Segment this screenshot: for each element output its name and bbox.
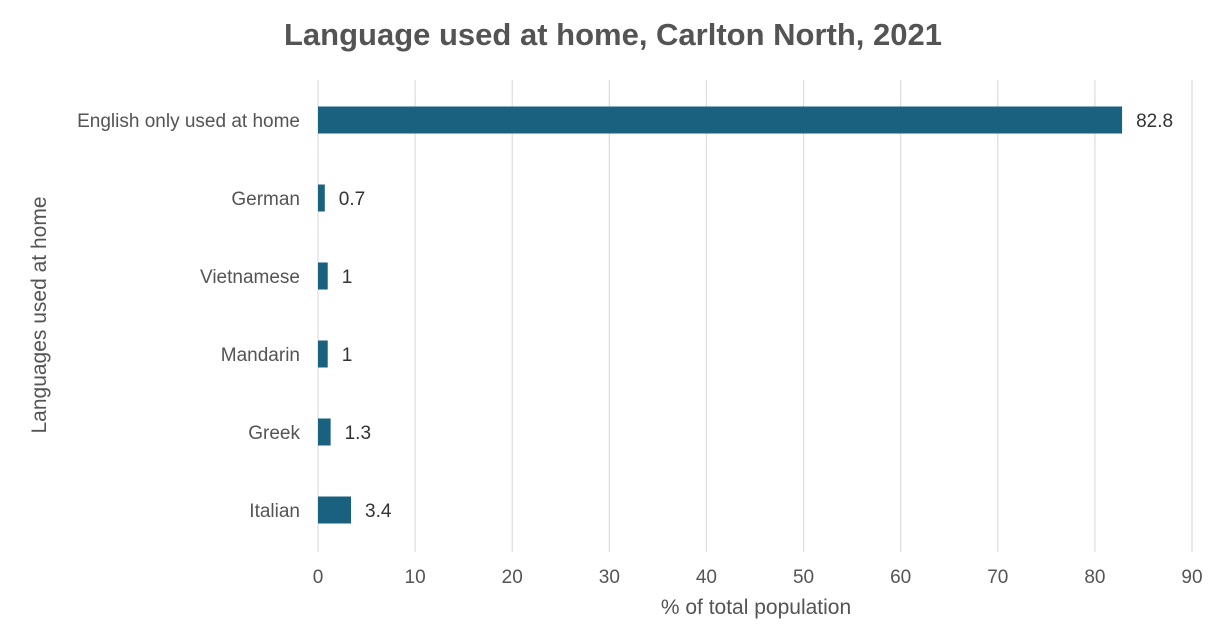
y-axis-title: Languages used at home [28,196,51,433]
x-tick-label: 10 [405,567,426,588]
x-tick-label: 40 [696,567,717,588]
x-tick-label: 20 [502,567,523,588]
category-label: Mandarin [221,345,300,366]
data-label: 1 [342,267,353,288]
bar [318,418,331,446]
data-label: 3.4 [365,501,392,522]
x-tick-label: 60 [890,567,911,588]
x-tick-label: 50 [793,567,814,588]
chart-title: Language used at home, Carlton North, 20… [284,17,942,52]
bars [318,106,1123,524]
x-tick-label: 70 [987,567,1008,588]
data-label: 1.3 [345,423,371,444]
category-label: Italian [249,501,300,522]
data-label: 1 [342,345,353,366]
bar [318,496,352,524]
bar [318,262,328,290]
x-tick-label: 80 [1084,567,1105,588]
category-label: Greek [248,423,300,444]
x-tick-label: 0 [313,567,324,588]
category-labels: English only used at home German Vietnames… [77,111,300,522]
bar [318,184,325,212]
bar [318,106,1123,134]
x-tick-labels: 0 10 20 30 40 50 60 70 80 90 [313,567,1203,588]
x-tick-label: 90 [1181,567,1202,588]
data-label: 82.8 [1136,111,1173,132]
category-label: Vietnamese [200,267,300,288]
bar [318,340,328,368]
data-labels: 82.8 0.7 1 1 1.3 3.4 [339,111,1173,522]
category-label: English only used at home [77,111,300,132]
gridlines [317,80,1193,552]
data-label: 0.7 [339,189,365,210]
category-label: German [231,189,300,210]
x-tick-label: 30 [599,567,620,588]
x-axis-title: % of total population [661,596,851,619]
